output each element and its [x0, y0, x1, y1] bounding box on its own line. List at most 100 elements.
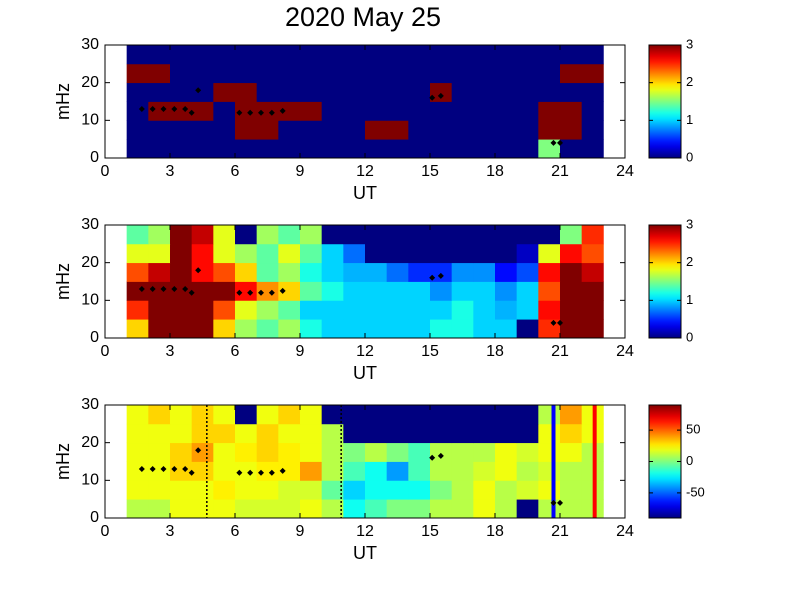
heatmap-cell: [213, 139, 236, 159]
heatmap-cell: [256, 281, 279, 301]
x-tick-label: 18: [486, 343, 504, 360]
heatmap-cell: [343, 480, 366, 500]
heatmap-cell: [256, 243, 279, 264]
heatmap-cell: [191, 120, 214, 140]
heatmap-cell: [321, 82, 344, 102]
heatmap-cell: [560, 319, 583, 339]
x-tick-label: 6: [231, 523, 240, 540]
heatmap-cell: [430, 480, 453, 500]
heatmap-cell: [430, 120, 453, 140]
heatmap-cell: [538, 101, 561, 121]
x-axis-label: UT: [353, 543, 377, 563]
heatmap-cell: [256, 480, 279, 500]
marker: [247, 289, 254, 296]
heatmap-cell: [191, 319, 214, 339]
heatmap-cell: [581, 281, 604, 301]
heatmap-cell: [191, 499, 214, 519]
heatmap-cell: [560, 499, 583, 519]
heatmap-cell: [170, 423, 193, 444]
heatmap-cell: [560, 120, 583, 140]
heatmap-cell: [516, 243, 539, 264]
heatmap-cell: [538, 225, 561, 245]
heatmap-cell: [343, 405, 366, 425]
heatmap-cell: [278, 101, 301, 121]
colorbar-tick-label: 1: [686, 112, 693, 127]
heatmap-cell: [473, 423, 496, 444]
heatmap-cell: [213, 243, 236, 264]
heatmap-cell: [300, 423, 323, 444]
marker: [550, 319, 557, 326]
heatmap-cell: [300, 101, 323, 121]
heatmap-cell: [473, 225, 496, 245]
heatmap-cell: [495, 225, 518, 245]
heatmap-cell: [408, 120, 431, 140]
heatmap-cell: [430, 405, 453, 425]
marker: [138, 286, 145, 293]
heatmap-cell: [213, 442, 236, 462]
heatmap-cell: [365, 45, 388, 65]
heatmap-cell: [430, 139, 453, 159]
heatmap-cell: [343, 423, 366, 444]
heatmap-cell: [451, 319, 474, 339]
heatmap-cell: [213, 499, 236, 519]
heatmap-cell: [278, 319, 301, 339]
heatmap-cell: [560, 45, 583, 65]
heatmap-cell: [256, 300, 279, 320]
heatmap-cell: [300, 442, 323, 462]
heatmap-cell: [126, 480, 149, 500]
heatmap-cell: [516, 120, 539, 140]
heatmap-cell: [148, 139, 171, 159]
y-tick-label: 0: [90, 509, 99, 526]
heatmap-cell: [256, 101, 279, 121]
y-tick-label: 30: [81, 36, 99, 53]
marker: [138, 106, 145, 113]
heatmap: [126, 45, 604, 159]
heatmap-cell: [300, 225, 323, 245]
heatmap-cell: [321, 139, 344, 159]
heatmap-cell: [148, 82, 171, 102]
y-axis-label: mHz: [53, 263, 73, 300]
heatmap-cell: [126, 243, 149, 264]
heatmap-cell: [256, 461, 279, 481]
x-tick-label: 24: [616, 343, 634, 360]
heatmap-cell: [343, 319, 366, 339]
heatmap-cell: [408, 480, 431, 500]
heatmap-cell: [213, 262, 236, 282]
heatmap-cell: [473, 405, 496, 425]
heatmap-cell: [495, 499, 518, 519]
heatmap-cell: [148, 300, 171, 320]
heatmap-cell: [408, 262, 431, 282]
marker: [160, 466, 167, 473]
heatmap-cell: [538, 262, 561, 282]
marker: [258, 109, 264, 116]
heatmap-cell: [365, 120, 388, 140]
heatmap-cell: [343, 139, 366, 159]
x-tick-label: 18: [486, 163, 504, 180]
heatmap-cell: [495, 300, 518, 320]
heatmap-cell: [365, 262, 388, 282]
y-tick-label: 0: [90, 329, 99, 346]
heatmap-cell: [321, 461, 344, 481]
heatmap-cell: [148, 480, 171, 500]
y-tick-label: 30: [81, 216, 99, 233]
heatmap-cell: [430, 82, 453, 102]
heatmap-cell: [473, 281, 496, 301]
marker: [182, 106, 189, 113]
heatmap-cell: [191, 423, 214, 444]
marker: [437, 92, 444, 99]
marker: [188, 469, 195, 476]
heatmap-cell: [581, 319, 604, 339]
heatmap-cell: [321, 480, 344, 500]
heatmap-cell: [365, 225, 388, 245]
x-tick-label: 24: [616, 523, 634, 540]
colorbar-tick-label: 3: [686, 216, 693, 231]
heatmap-cell: [451, 262, 474, 282]
heatmap-cell: [451, 120, 474, 140]
marker: [138, 466, 145, 473]
heatmap-cell: [278, 405, 301, 425]
heatmap-cell: [516, 45, 539, 65]
heatmap-cell: [126, 461, 149, 481]
heatmap-cell: [126, 499, 149, 519]
heatmap-cell: [560, 63, 583, 84]
